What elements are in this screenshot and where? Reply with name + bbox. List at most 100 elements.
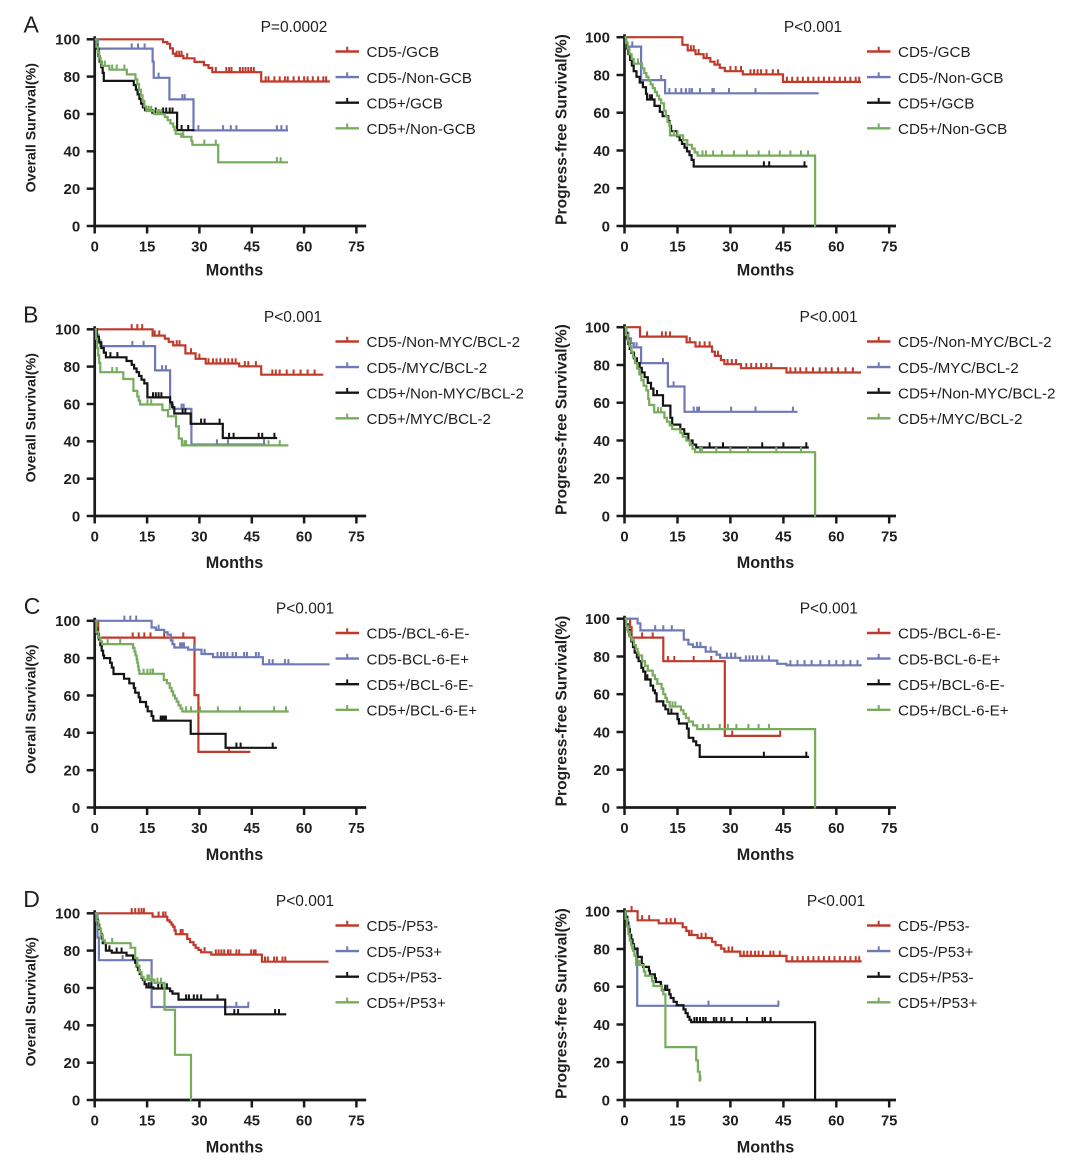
svg-text:60: 60 [64,106,81,123]
svg-text:Months: Months [737,261,795,279]
svg-text:CD5-/Non-MYC/BCL-2: CD5-/Non-MYC/BCL-2 [898,334,1052,351]
svg-text:15: 15 [669,239,685,255]
svg-text:45: 45 [775,529,791,545]
svg-text:30: 30 [722,1113,738,1129]
svg-text:0: 0 [72,1092,80,1109]
svg-text:CD5-/GCB: CD5-/GCB [898,44,971,61]
svg-text:0: 0 [602,218,610,235]
svg-text:40: 40 [593,433,610,450]
svg-text:15: 15 [669,821,685,837]
svg-text:CD5+/BCL-6-E+: CD5+/BCL-6-E+ [367,703,478,720]
svg-text:30: 30 [191,239,207,255]
svg-text:15: 15 [139,529,155,545]
svg-text:75: 75 [881,821,897,837]
svg-text:0: 0 [91,239,99,255]
svg-text:CD5+/Non-MYC/BCL-2: CD5+/Non-MYC/BCL-2 [367,385,524,402]
svg-text:CD5+/P53+: CD5+/P53+ [898,995,977,1012]
svg-text:Progress-free Survival(%): Progress-free Survival(%) [554,908,571,1099]
svg-text:0: 0 [91,821,99,837]
svg-text:45: 45 [244,529,260,545]
svg-text:CD5-BCL-6-E+: CD5-BCL-6-E+ [367,651,470,668]
svg-text:CD5-/P53-: CD5-/P53- [898,918,970,935]
svg-text:P<0.001: P<0.001 [276,601,334,618]
svg-text:15: 15 [139,239,155,255]
svg-text:75: 75 [348,239,364,255]
svg-text:60: 60 [296,821,312,837]
svg-text:CD5-/Non-GCB: CD5-/Non-GCB [898,70,1004,87]
svg-text:60: 60 [593,687,610,704]
svg-text:0: 0 [91,1113,99,1129]
svg-text:60: 60 [593,979,610,996]
svg-text:40: 40 [593,724,610,741]
svg-text:0: 0 [620,821,628,837]
svg-text:100: 100 [55,322,80,339]
svg-text:45: 45 [244,239,260,255]
svg-text:75: 75 [881,1113,897,1129]
svg-text:CD5-/MYC/BCL-2: CD5-/MYC/BCL-2 [898,360,1019,377]
svg-text:75: 75 [881,529,897,545]
svg-text:P<0.001: P<0.001 [800,309,858,326]
svg-text:20: 20 [593,471,610,488]
svg-text:30: 30 [191,821,207,837]
svg-text:Months: Months [206,846,264,864]
svg-text:Progress-free Survival(%): Progress-free Survival(%) [554,34,571,225]
svg-text:Overall Survival(%): Overall Survival(%) [24,937,40,1067]
svg-text:20: 20 [593,1055,610,1072]
svg-text:60: 60 [64,396,81,413]
svg-text:Progress-free Survival(%): Progress-free Survival(%) [554,324,571,515]
svg-text:20: 20 [593,762,610,779]
svg-text:60: 60 [296,529,312,545]
svg-text:CD5+/P53+: CD5+/P53+ [367,995,446,1012]
svg-text:0: 0 [72,218,80,235]
svg-text:60: 60 [593,395,610,412]
svg-text:60: 60 [593,105,610,122]
svg-text:60: 60 [828,1113,844,1129]
svg-text:D: D [23,886,40,912]
svg-text:15: 15 [669,1113,685,1129]
svg-text:45: 45 [244,821,260,837]
svg-text:80: 80 [64,650,81,667]
svg-text:Months: Months [737,1139,795,1157]
svg-text:C: C [24,593,41,619]
svg-text:0: 0 [602,800,610,817]
svg-text:0: 0 [620,1113,628,1129]
svg-text:80: 80 [64,943,81,960]
svg-text:100: 100 [585,30,610,47]
svg-text:CD5+/Non-MYC/BCL-2: CD5+/Non-MYC/BCL-2 [898,385,1055,402]
svg-text:Months: Months [206,261,264,279]
svg-text:CD5+/MYC/BCL-2: CD5+/MYC/BCL-2 [367,411,492,428]
svg-text:Overall Survival(%): Overall Survival(%) [24,353,40,483]
svg-text:0: 0 [602,1092,610,1109]
svg-text:45: 45 [775,239,791,255]
svg-text:CD5+/MYC/BCL-2: CD5+/MYC/BCL-2 [898,411,1023,428]
svg-text:CD5-BCL-6-E+: CD5-BCL-6-E+ [898,651,1001,668]
svg-text:CD5+/GCB: CD5+/GCB [367,95,443,112]
svg-text:Overall Survival(%): Overall Survival(%) [24,644,40,774]
svg-text:0: 0 [72,508,80,525]
svg-text:80: 80 [593,67,610,84]
svg-text:P<0.001: P<0.001 [800,601,858,618]
svg-text:CD5-/P53-: CD5-/P53- [367,918,439,935]
svg-text:Progress-free Survival(%): Progress-free Survival(%) [554,616,571,807]
svg-text:60: 60 [64,980,81,997]
svg-text:60: 60 [296,239,312,255]
svg-text:100: 100 [585,611,610,628]
svg-text:80: 80 [64,359,81,376]
svg-text:30: 30 [722,239,738,255]
svg-text:20: 20 [64,1055,81,1072]
svg-text:0: 0 [602,508,610,525]
svg-text:CD5+/P53-: CD5+/P53- [367,969,443,986]
svg-text:30: 30 [722,821,738,837]
svg-text:20: 20 [64,181,81,198]
svg-text:CD5-/BCL-6-E-: CD5-/BCL-6-E- [367,626,470,643]
svg-text:20: 20 [64,763,81,780]
svg-text:100: 100 [585,320,610,337]
svg-text:75: 75 [348,529,364,545]
svg-text:CD5-/Non-GCB: CD5-/Non-GCB [367,70,473,87]
svg-text:30: 30 [191,529,207,545]
svg-text:15: 15 [669,529,685,545]
svg-text:15: 15 [139,821,155,837]
svg-text:60: 60 [64,688,81,705]
svg-text:40: 40 [64,725,81,742]
svg-text:CD5+/Non-GCB: CD5+/Non-GCB [898,121,1007,138]
